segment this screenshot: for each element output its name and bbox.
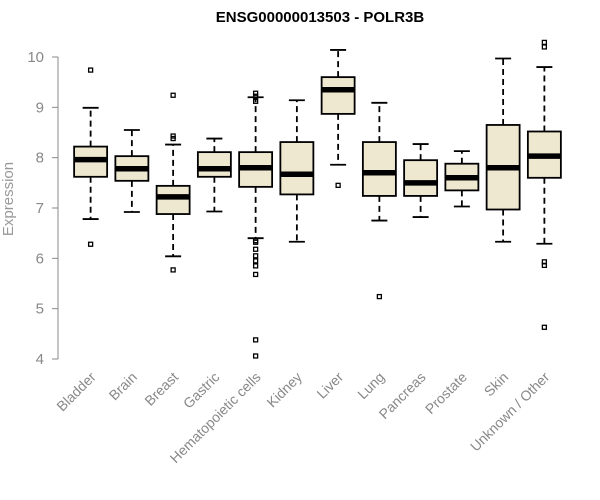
outlier-point: [541, 262, 548, 269]
outlier-point: [252, 337, 259, 343]
box: [196, 151, 232, 178]
box-group: [114, 129, 150, 213]
y-tick-label: 4: [36, 351, 44, 368]
box-group: [526, 39, 562, 330]
outlier-point: [170, 135, 176, 142]
x-tick-label: Brain: [106, 369, 140, 403]
box: [320, 76, 356, 115]
y-axis: 4 5 6 7 8 9 10: [27, 49, 59, 368]
box-group: [155, 92, 191, 273]
outlier-point: [541, 44, 548, 50]
outlier-point: [541, 324, 548, 330]
y-tick-label: 10: [27, 49, 44, 66]
x-tick-label: Liver: [313, 369, 346, 402]
outlier-point: [252, 271, 259, 278]
y-tick-label: 8: [36, 150, 44, 167]
box: [403, 159, 439, 197]
outlier-point: [252, 239, 259, 245]
outlier-point: [335, 182, 341, 189]
outlier-point: [252, 258, 259, 264]
y-tick-label: 6: [36, 250, 44, 267]
outlier-point: [252, 93, 259, 99]
boxes-layer: [73, 39, 562, 359]
box-group: [279, 99, 315, 243]
outlier-point: [252, 263, 259, 269]
y-tick-label: 9: [36, 99, 44, 116]
box-group: [485, 57, 521, 243]
outlier-point: [170, 267, 176, 273]
box: [361, 141, 397, 197]
box-group: [320, 49, 356, 189]
box: [279, 141, 315, 196]
outlier-point: [87, 67, 94, 73]
chart-title: ENSG00000013503 - POLR3B: [216, 9, 425, 26]
box-group: [73, 67, 109, 247]
box-group: [361, 101, 397, 300]
x-tick-label: Breast: [141, 369, 181, 409]
outlier-point: [252, 353, 259, 359]
outlier-point: [252, 246, 259, 252]
outlier-point: [252, 253, 259, 259]
box: [155, 184, 191, 215]
outlier-point: [541, 39, 548, 46]
x-tick-label: Kidney: [263, 369, 305, 411]
y-tick-label: 7: [36, 200, 44, 217]
y-tick-label: 5: [36, 301, 44, 318]
x-tick-label: Bladder: [53, 369, 99, 415]
x-tick-label: Skin: [481, 369, 512, 400]
box-group: [238, 90, 274, 359]
outlier-point: [170, 92, 176, 98]
outlier-point: [252, 90, 259, 96]
y-axis-label: Expression: [0, 162, 17, 236]
box-group: [444, 150, 480, 208]
outlier-point: [252, 98, 259, 104]
outlier-point: [376, 293, 383, 300]
box-group: [196, 137, 232, 213]
box-group: [403, 143, 439, 218]
outlier-point: [87, 241, 94, 247]
x-tick-label: Lung: [354, 369, 387, 402]
x-tick-label: Prostate: [422, 369, 470, 417]
